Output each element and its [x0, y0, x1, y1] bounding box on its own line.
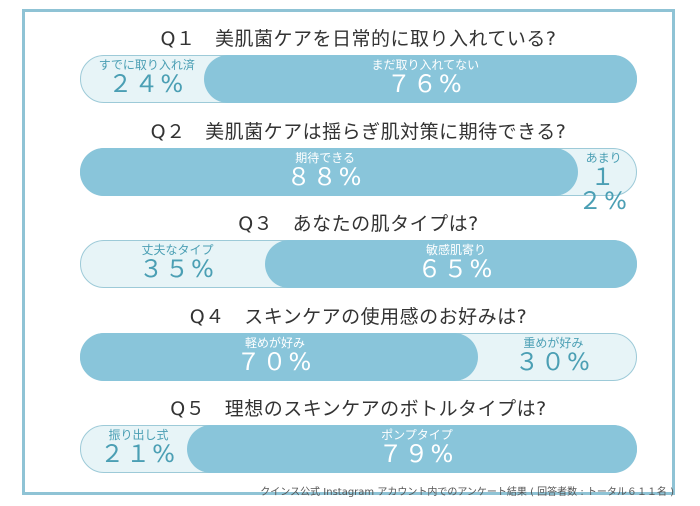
segment-percent: ６５% [417, 255, 495, 283]
segment-label: 敏感肌寄り [425, 243, 486, 257]
segment-percent: １２% [578, 162, 629, 215]
segment-percent: ７６% [386, 70, 464, 98]
segment-a: 振り出し式 ２１% [80, 425, 197, 473]
question-title: Q３ あなたの肌タイプは? [238, 213, 479, 235]
segment-a: 軽めが好み ７０% [80, 333, 470, 381]
bar-majority-fill [264, 240, 637, 288]
segment-label: 軽めが好み [244, 335, 305, 350]
segment-a: すでに取り入れ済 ２４% [80, 55, 214, 103]
frame [22, 9, 675, 495]
segment-percent: ２１% [100, 440, 177, 468]
segment-a: 期待できる ８８% [80, 148, 570, 196]
result-bar: 軽めが好み ７０% 重めが好み ３０% [80, 332, 637, 381]
segment-percent: ２４% [108, 70, 186, 98]
segment-percent: ７０% [236, 347, 314, 376]
segment-label: 期待できる [295, 150, 355, 165]
question-title: Q１ 美肌菌ケアを日常的に取り入れている? [160, 28, 557, 50]
segment-label: 重めが好み [523, 335, 584, 350]
segment-a: 丈夫なタイプ ３５% [80, 240, 275, 288]
segment-percent: ７９% [378, 440, 456, 468]
question-title: Q５ 理想のスキンケアのボトルタイプは? [170, 398, 547, 420]
bar-majority-fill [203, 55, 637, 103]
bar-majority-fill [80, 147, 579, 196]
result-bar: 期待できる ８８% あまり １２% [80, 147, 637, 213]
result-bar: 振り出し式 ２１% ポンプタイプ ７９% [80, 425, 637, 473]
segment-label: 振り出し式 [108, 428, 169, 442]
segment-b: 敏感肌寄り ６５% [275, 240, 637, 288]
segment-label: ポンプタイプ [381, 428, 453, 442]
segment-b: ポンプタイプ ７９% [197, 425, 637, 473]
segment-percent: ３５% [139, 255, 216, 283]
question-title: Q４ スキンケアの使用感のお好みは? [189, 305, 528, 328]
segment-percent: ８８% [286, 162, 364, 191]
segment-label: 丈夫なタイプ [141, 243, 214, 257]
question-title: Q２ 美肌菌ケアは揺らぎ肌対策に期待できる? [150, 120, 567, 143]
segment-label: まだ取り入れてない [371, 58, 480, 72]
bar-majority-fill [186, 425, 637, 473]
footer-note: クインス公式 Instagram アカウント内でのアンケート結果 ( 回答者数 … [260, 487, 674, 498]
segment-label: あまり [585, 150, 622, 165]
bar-majority-fill [80, 332, 478, 381]
segment-b: まだ取り入れてない ７６% [214, 55, 637, 103]
result-bar: すでに取り入れ済 ２４% まだ取り入れてない ７６% [80, 55, 637, 103]
segment-b: あまり １２% [570, 148, 637, 213]
segment-label: すでに取り入れ済 [98, 58, 195, 72]
segment-b: 重めが好み ３０% [470, 333, 637, 381]
segment-percent: ３０% [515, 347, 592, 376]
result-bar: 丈夫なタイプ ３５% 敏感肌寄り ６５% [80, 240, 637, 288]
